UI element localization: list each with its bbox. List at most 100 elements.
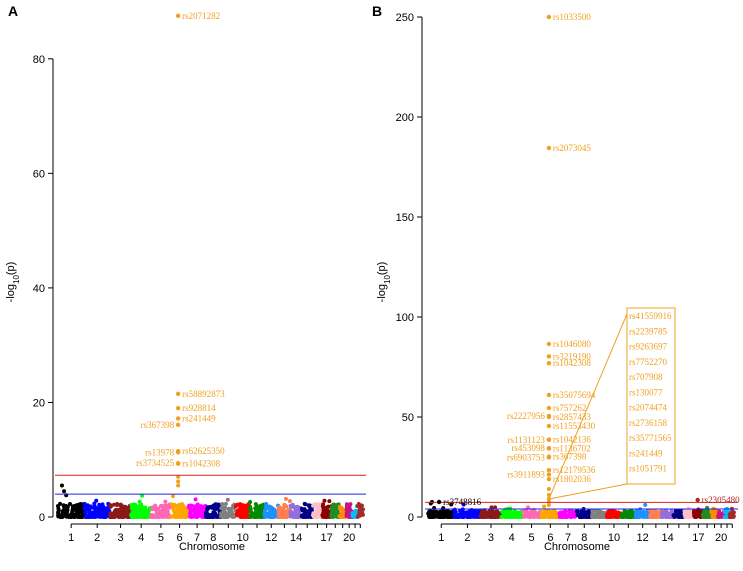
panel-a-point [327, 499, 332, 504]
panel-a-point [290, 513, 295, 518]
panel-a-point [130, 512, 135, 517]
panel-a-ytick-label: 20 [33, 397, 45, 409]
panel-b-point [595, 514, 600, 519]
panel-a-point [329, 511, 334, 516]
panel-b-point [626, 514, 631, 519]
panel-a-points [56, 474, 365, 519]
panel-b-ytick-label: 200 [396, 112, 414, 124]
panel-a-point [75, 514, 80, 519]
panel-b-point [521, 509, 526, 514]
panel-b-point [564, 514, 569, 519]
panel-b-annotations: rs1033500rs2073045rs1046080rs3219190rs10… [436, 12, 740, 507]
panel-b-xtick-label: 12 [637, 532, 649, 544]
panel-a-snp-point [175, 461, 181, 466]
panel-b-ytick-label: 0 [408, 512, 414, 524]
panel-b-point [570, 511, 575, 516]
panel-a-point [280, 514, 285, 519]
panel-a-point [321, 509, 326, 514]
panel-a-point [74, 503, 79, 508]
panel-b-point [467, 509, 472, 514]
panel-a-point [140, 493, 145, 498]
panel-b-snp-point [546, 477, 552, 482]
panel-a-point [90, 505, 95, 510]
panel-a-point [339, 506, 344, 511]
panel-b-ytick-label: 250 [396, 12, 414, 24]
panel-b-point [673, 514, 678, 519]
panel-a-xtick-label: 14 [290, 532, 302, 544]
panel-a-point [113, 510, 118, 515]
panel-a-point [360, 510, 365, 515]
panel-a-point [136, 507, 141, 512]
panel-a-point [266, 514, 271, 519]
panel-b-snp-label: rs3748816 [443, 497, 481, 507]
panel-b-snp-point [546, 472, 552, 477]
panel-a-point [314, 505, 319, 510]
panel-b-point [529, 514, 534, 519]
panel-a-point [159, 503, 164, 508]
panel-b-point [461, 511, 466, 516]
panel-a-point [198, 504, 203, 509]
panel-a-point [239, 514, 244, 519]
panel-b-point [595, 510, 600, 515]
panel-a-point [96, 509, 101, 514]
panel-b-point [643, 502, 648, 507]
panel-b-point [513, 514, 518, 519]
panel-b-xtick-label: 20 [715, 532, 727, 544]
panel-b-xtick-label: 5 [529, 532, 535, 544]
panel-b-point [557, 514, 562, 519]
panel-a-chr6-point [176, 474, 181, 479]
inset-snp-label: rs130077 [629, 387, 663, 397]
panel-b-snp-point [546, 392, 552, 398]
panel-b-point [686, 513, 691, 518]
panel-b-point [692, 509, 697, 514]
panel-b-xtick-label: 8 [581, 532, 587, 544]
inset-snp-label: rs2239785 [629, 326, 667, 336]
panel-b-snp-point [546, 361, 552, 366]
panel-a-letter: A [8, 3, 18, 19]
panel-a-point [333, 508, 338, 513]
panel-a-point [206, 506, 211, 511]
panel-b-snp-label: rs3219190 [553, 351, 591, 361]
panel-a-point [253, 509, 258, 514]
panel-a-point [112, 514, 117, 519]
panel-b-point [567, 514, 572, 519]
panel-b-point [660, 514, 665, 519]
panel-a-point [141, 507, 146, 512]
panel-a-point [321, 502, 326, 507]
panel-a-xtick-label: 5 [158, 532, 164, 544]
panel-a-snp-point [175, 13, 181, 19]
panel-a-point [170, 494, 175, 499]
panel-b-point [552, 514, 557, 519]
panel-b-chr6-point [546, 503, 551, 507]
panel-b-point [623, 509, 628, 514]
inset-snp-label: rs707908 [629, 372, 663, 382]
panel-b-point [494, 513, 499, 518]
panel-b-point [461, 514, 466, 519]
inset-snp-label: rs9263697 [629, 342, 667, 352]
panel-a-snp-label: rs62625350 [182, 446, 225, 456]
panel-a-point [65, 507, 70, 512]
panel-a-point [163, 499, 168, 504]
panel-a-point [252, 514, 257, 519]
inset-snp-label: rs7752270 [629, 357, 667, 367]
panel-b-point [540, 511, 545, 516]
panel-a-snp-point [175, 405, 181, 411]
panel-a-ylabel-sub: 10 [12, 275, 21, 284]
panel-b-snp-label: rs3911893 [507, 470, 545, 480]
panel-b-point [532, 513, 537, 518]
panel-a-point [282, 503, 287, 508]
panel-a-point [323, 514, 328, 519]
panel-a-point [283, 514, 288, 519]
panel-a-point [86, 505, 91, 510]
panel-a-point [177, 509, 182, 514]
panel-b-snp-label: rs11553430 [553, 421, 596, 431]
panel-a-point [61, 503, 66, 508]
panel-a-point [108, 504, 113, 509]
panel-a-point [94, 498, 99, 503]
panel-a-point [314, 508, 319, 513]
panel-a-point [77, 510, 82, 515]
panel-a-point [276, 511, 281, 516]
panel-a-point [248, 514, 253, 519]
panel-a-point [70, 512, 75, 517]
panel-b-point [649, 514, 654, 519]
